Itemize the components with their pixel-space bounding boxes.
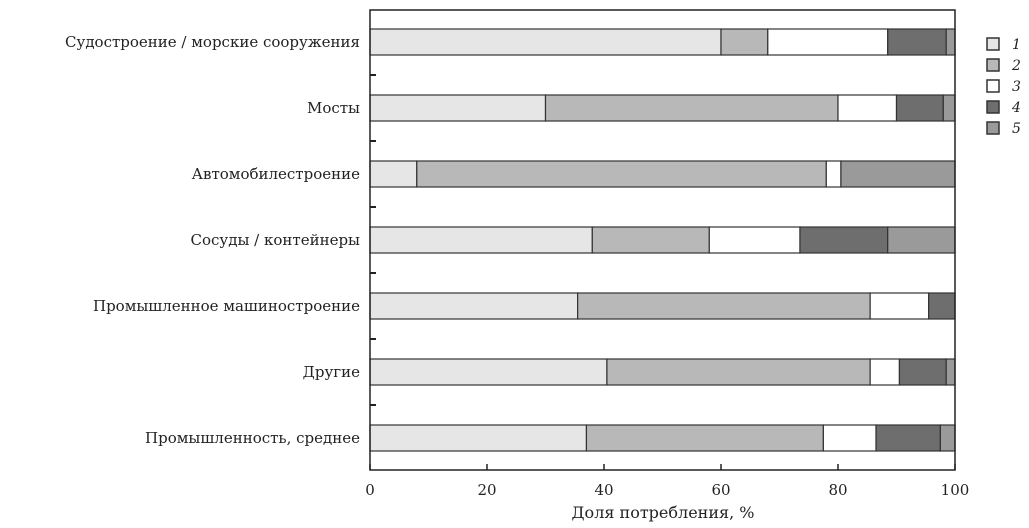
x-tick-label: 80 [828, 481, 847, 499]
legend-swatch-2 [986, 58, 1000, 72]
plot-frame-group [369, 9, 956, 471]
legend-swatch-5 [986, 121, 1000, 135]
bar-segment-6-5 [945, 358, 956, 386]
bar-segment-3-2 [416, 160, 827, 188]
bar-segment-7-2 [585, 424, 824, 452]
bar-segment-3-3 [825, 160, 842, 188]
category-label: Мосты [307, 99, 360, 117]
x-tick-label: 40 [594, 481, 613, 499]
x-tick-label: 20 [477, 481, 496, 499]
category-label: Другие [303, 363, 360, 381]
bar-segment-7-5 [939, 424, 956, 452]
bar-segment-1-2 [720, 28, 769, 56]
category-label: Промышленность, среднее [145, 429, 360, 447]
bar-segment-6-4 [898, 358, 947, 386]
legend-label-3: 3 [1012, 79, 1021, 95]
bar-segment-2-3 [837, 94, 898, 122]
bar-segment-2-1 [369, 94, 547, 122]
category-labels-group: Судостроение / морские сооружения Мосты Ав… [65, 33, 360, 447]
bar-segment-5-4 [928, 292, 956, 320]
x-tick-label: 100 [941, 481, 970, 499]
x-axis-title: Доля потребления, % [572, 503, 755, 522]
bar-segment-2-5 [942, 94, 956, 122]
bar-segment-3-1 [369, 160, 418, 188]
bar-segment-4-3 [708, 226, 801, 254]
category-label: Автомобилестроение [192, 165, 360, 183]
legend-label-5: 5 [1012, 121, 1021, 137]
bar-segment-4-4 [799, 226, 889, 254]
category-label: Судостроение / морские сооружения [65, 33, 360, 51]
legend-swatch-3 [986, 79, 1000, 93]
bar-segment-5-2 [577, 292, 871, 320]
category-label: Промышленное машиностроение [93, 297, 360, 315]
legend-swatch-4 [986, 100, 1000, 114]
x-ticks-group: 0 20 40 60 80 100 [365, 464, 969, 499]
x-tick-label: 0 [365, 481, 375, 499]
bar-segment-5-1 [369, 292, 579, 320]
bar-segment-1-4 [887, 28, 947, 56]
legend-swatch-1 [986, 37, 1000, 51]
category-label: Сосуды / контейнеры [191, 231, 361, 249]
bar-segment-4-5 [887, 226, 956, 254]
bar-segment-1-5 [945, 28, 956, 56]
bar-segment-6-1 [369, 358, 608, 386]
legend: 1 2 3 4 5 [986, 37, 1021, 137]
bar-segment-2-2 [544, 94, 839, 122]
bar-segment-4-1 [369, 226, 593, 254]
bar-segment-7-3 [822, 424, 877, 452]
bar-segment-6-3 [869, 358, 901, 386]
bar-segment-2-4 [895, 94, 944, 122]
x-tick-label: 60 [711, 481, 730, 499]
bar-segment-4-2 [591, 226, 710, 254]
bar-segment-6-2 [606, 358, 871, 386]
bar-segment-1-3 [767, 28, 889, 56]
legend-label-1: 1 [1012, 37, 1021, 53]
bar-segment-7-4 [875, 424, 941, 452]
bar-segment-3-5 [840, 160, 956, 188]
legend-label-2: 2 [1011, 58, 1021, 74]
plot-frame [369, 9, 956, 471]
bars-group [369, 28, 956, 452]
bar-segment-1-1 [369, 28, 722, 56]
bar-segment-5-3 [869, 292, 930, 320]
legend-label-4: 4 [1011, 100, 1021, 116]
bar-segment-7-1 [369, 424, 588, 452]
